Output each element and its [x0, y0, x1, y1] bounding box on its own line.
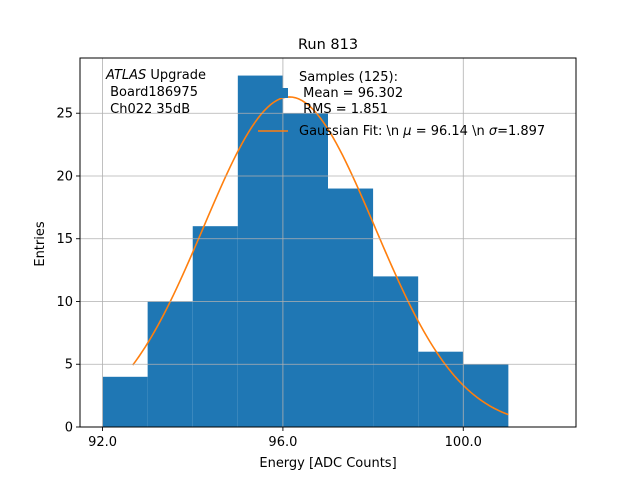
histogram-bars — [102, 75, 509, 428]
fit-curve — [132, 96, 509, 416]
legend-fit-part-1: Gaussian Fit: \n — [299, 124, 403, 139]
legend-hist-line-3: RMS = 1.851 — [299, 102, 388, 117]
annotation-upgrade: Upgrade — [146, 68, 206, 83]
y-tick-label: 25 — [56, 107, 73, 122]
axes-frame — [79, 57, 577, 428]
x-tick-label: 96.0 — [268, 435, 297, 450]
legend-hist-swatch — [258, 88, 288, 98]
x-tick-label: 100.0 — [445, 435, 482, 450]
y-tick-label: 5 — [65, 358, 73, 373]
legend-fit-mu: μ — [402, 124, 411, 139]
x-axis-label: Energy [ADC Counts] — [259, 456, 396, 471]
annotation-board: Board186975 — [106, 85, 198, 100]
hist-bar-5 — [328, 188, 374, 427]
annotation-line-1: ATLAS Upgrade — [105, 68, 206, 83]
legend-hist-line-1: Samples (125): — [299, 70, 398, 85]
atlas-annotation: ATLAS Upgrade Board186975 Ch022 35dB — [105, 68, 206, 117]
gaussian-fit — [132, 96, 509, 416]
y-tick-label: 10 — [56, 295, 73, 310]
axis-ticks: 92.0 96.0 100.0 0 5 10 15 20 25 — [56, 107, 481, 450]
legend-hist-line-2: Mean = 96.302 — [299, 86, 403, 101]
hist-bar-8 — [463, 364, 509, 427]
chart-title: Run 813 — [298, 37, 358, 53]
legend-fit-part-3: =1.897 — [497, 124, 545, 139]
y-tick-label: 20 — [56, 169, 73, 184]
x-tick-label: 92.0 — [88, 435, 117, 450]
hist-bar-7 — [418, 351, 464, 427]
legend-fit-sigma: σ — [489, 124, 498, 139]
hist-bar-0 — [102, 376, 148, 427]
legend-fit-part-2: = 96.14 \n — [412, 124, 489, 139]
y-tick-label: 15 — [56, 232, 73, 247]
legend: Samples (125): Mean = 96.302 RMS = 1.851… — [258, 70, 545, 139]
y-tick-label: 0 — [65, 421, 73, 436]
annotation-channel: Ch022 35dB — [106, 102, 190, 117]
hist-bar-6 — [373, 276, 419, 427]
legend-fit-label: Gaussian Fit: \n μ = 96.14 \n σ=1.897 — [299, 124, 545, 139]
hist-bar-2 — [192, 226, 238, 427]
hist-bar-4 — [282, 113, 328, 427]
annotation-atlas: ATLAS — [105, 68, 146, 83]
y-axis-label: Entries — [33, 221, 48, 267]
hist-bar-3 — [237, 75, 283, 428]
